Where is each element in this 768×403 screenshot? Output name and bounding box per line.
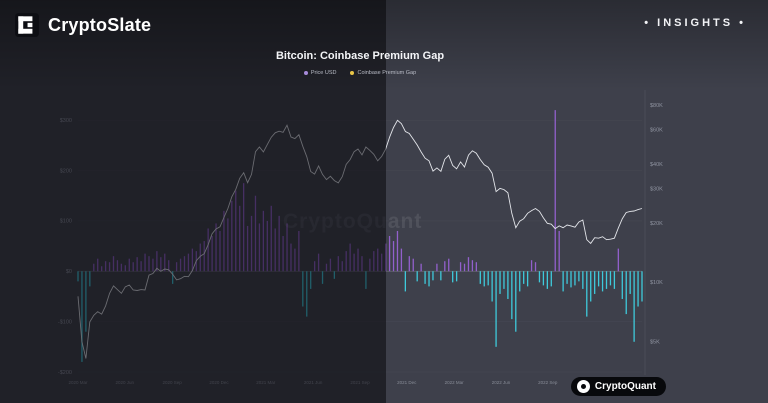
legend-dot-icon	[350, 71, 355, 75]
legend-dot-icon	[303, 71, 308, 75]
price-axis-tick-label: $5K	[650, 339, 660, 345]
x-axis-tick-label: 2021 Dec	[397, 380, 417, 385]
left-shade-overlay	[0, 0, 386, 403]
price-axis-tick-label: $80K	[650, 103, 663, 109]
chart-legend: Price USD Coinbase Premium Gap	[160, 70, 560, 76]
chart-title: Bitcoin: Coinbase Premium Gap	[275, 50, 445, 62]
x-axis-tick-label: 2022 Sep	[538, 380, 558, 385]
cryptoslate-brand: CryptoSlate	[14, 12, 151, 38]
legend-label: Price USD	[310, 70, 337, 76]
x-axis-tick-label: 2022 Mar	[445, 380, 465, 385]
price-axis-tick-label: $30K	[650, 187, 663, 193]
insights-label: • INSIGHTS •	[644, 17, 746, 29]
price-axis-tick-label: $40K	[650, 162, 663, 168]
legend-label: Coinbase Premium Gap	[357, 70, 417, 76]
x-axis-tick-label: 2022 Jun	[492, 380, 511, 385]
price-axis-tick-label: $10K	[650, 280, 663, 286]
price-axis-tick-label: $60K	[650, 127, 663, 133]
cryptoquant-wordmark: CryptoQuant	[594, 381, 656, 392]
cryptoslate-wordmark: CryptoSlate	[48, 14, 152, 35]
cryptoquant-logo-icon	[576, 380, 590, 393]
cryptoslate-logo-icon	[15, 13, 39, 37]
legend-item[interactable]: Price USD	[303, 70, 337, 76]
price-axis-tick-label: $20K	[650, 221, 663, 227]
legend-item[interactable]: Coinbase Premium Gap	[350, 70, 416, 76]
cryptoquant-badge: CryptoQuant	[570, 377, 666, 396]
